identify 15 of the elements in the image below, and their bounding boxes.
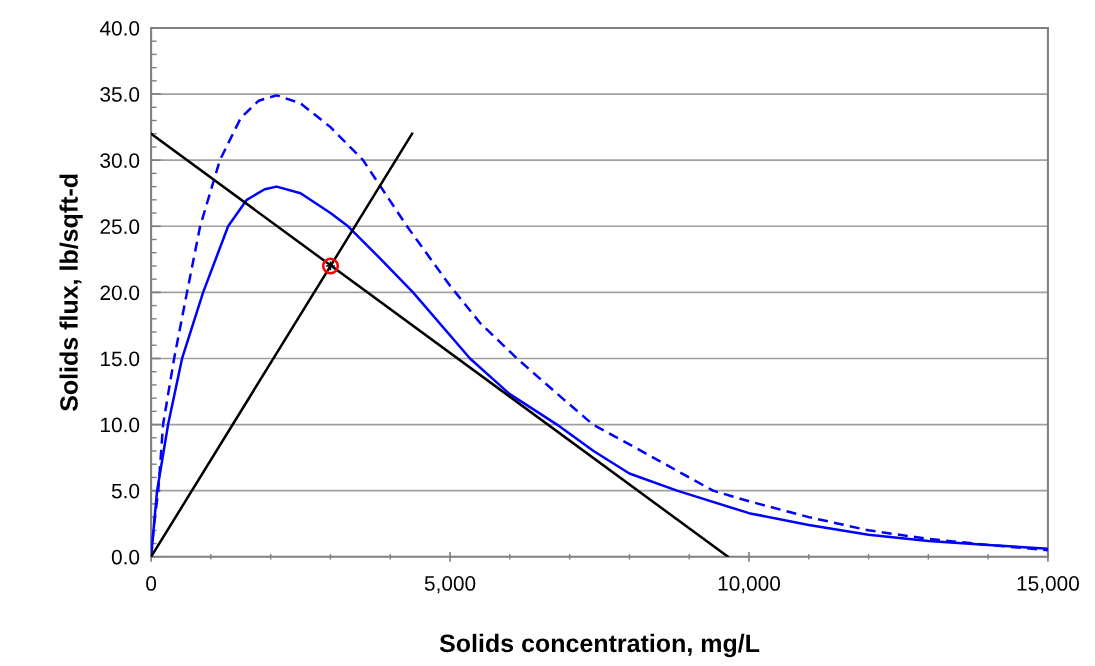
y-tick-label: 30.0 bbox=[100, 153, 140, 168]
x-tick-label: 15,000 bbox=[1017, 576, 1079, 594]
y-tick-label: 40.0 bbox=[99, 20, 140, 36]
y-axis-title: Solids flux, lb/sqft-d bbox=[59, 174, 83, 412]
y-tick-label: 15.0 bbox=[101, 351, 140, 367]
y-tick-label: 5.0 bbox=[111, 483, 140, 499]
x-tick-label: 10,000 bbox=[718, 576, 781, 594]
x-axis-title: Solids concentration, mg/L bbox=[439, 633, 760, 658]
y-tick-label: 35.0 bbox=[100, 87, 140, 102]
y-tick-label: 0.0 bbox=[111, 549, 140, 565]
x-tick-label: 5,000 bbox=[424, 576, 476, 594]
y-tick-label: 10.0 bbox=[101, 417, 140, 433]
x-tick-label: 0 bbox=[146, 576, 157, 591]
y-tick-label: 25.0 bbox=[100, 219, 140, 235]
y-tick-label: 20.0 bbox=[100, 285, 140, 301]
